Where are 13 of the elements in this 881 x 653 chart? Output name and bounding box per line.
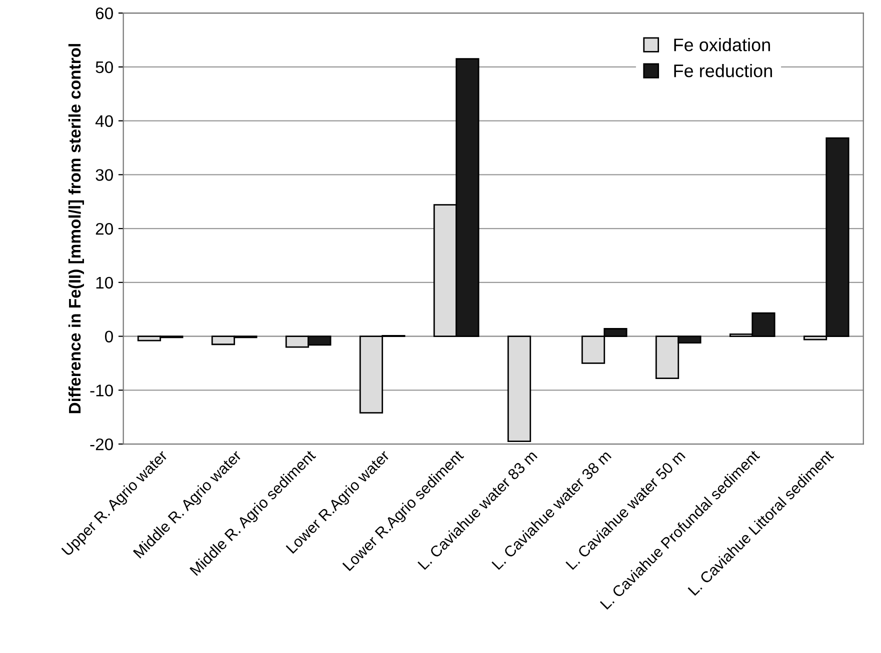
y-tick-label: 60	[96, 7, 113, 20]
y-tick-label: 0	[105, 330, 113, 342]
legend-label: Fe reduction	[674, 64, 772, 78]
y-tick-label: 50	[96, 61, 113, 74]
legend-label: Fe oxidation	[674, 38, 770, 52]
y-tick-label: 30	[96, 169, 113, 181]
y-axis-title: Difference in Fe(II) [mmol/l] from sterile control	[68, 44, 84, 414]
y-tick-label: 10	[96, 276, 113, 289]
y-tick-label: -20	[90, 438, 113, 450]
y-tick-label: 40	[95, 115, 113, 128]
bar	[507, 336, 532, 442]
y-tick-label: 20	[96, 222, 113, 235]
y-tick-label: -10	[90, 384, 113, 396]
